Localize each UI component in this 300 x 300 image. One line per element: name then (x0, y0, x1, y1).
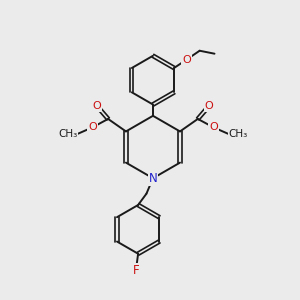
Text: O: O (209, 122, 218, 132)
Text: O: O (88, 122, 97, 132)
Text: CH₃: CH₃ (228, 129, 248, 139)
Text: O: O (92, 101, 101, 111)
Text: CH₃: CH₃ (58, 129, 77, 139)
Text: O: O (182, 55, 191, 64)
Text: O: O (205, 101, 214, 111)
Text: F: F (133, 264, 140, 277)
Text: N: N (148, 172, 157, 185)
